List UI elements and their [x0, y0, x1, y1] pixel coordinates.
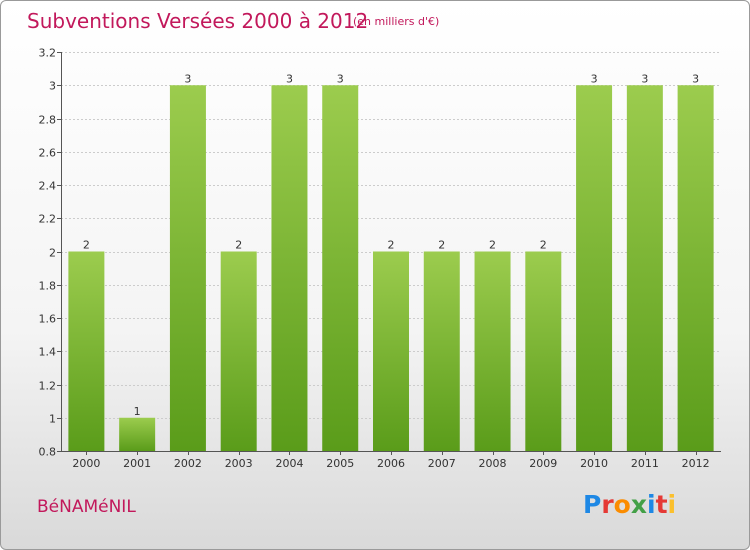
y-tick-label: 0.8 — [39, 446, 57, 459]
bar — [525, 251, 562, 451]
bar — [626, 85, 663, 451]
bar — [169, 85, 206, 451]
bar — [677, 85, 714, 451]
logo-letter: i — [647, 490, 656, 519]
x-tick-label: 2010 — [580, 457, 608, 470]
data-label: 2 — [235, 239, 242, 252]
bar — [119, 417, 156, 451]
bar — [68, 251, 105, 451]
bars — [68, 85, 714, 451]
data-label: 3 — [286, 72, 293, 85]
y-tick-label: 1 — [49, 413, 56, 426]
data-label: 3 — [184, 72, 191, 85]
y-tick-label: 1.2 — [39, 380, 57, 393]
y-tick-label: 2.8 — [39, 114, 57, 127]
axes — [57, 52, 721, 455]
x-tick-label: 2012 — [682, 457, 710, 470]
unit-note: (en milliers d'€) — [353, 15, 440, 28]
logo-letter: x — [630, 490, 647, 519]
data-label: 2 — [83, 239, 90, 252]
y-tick-label: 1.4 — [39, 346, 57, 359]
y-tick-label: 1.6 — [39, 313, 57, 326]
x-tick-label: 2003 — [225, 457, 253, 470]
x-tick-label: 2001 — [123, 457, 151, 470]
data-label: 3 — [591, 72, 598, 85]
y-tick-label: 3 — [49, 80, 56, 93]
x-tick-label: 2007 — [428, 457, 456, 470]
data-label: 3 — [641, 72, 648, 85]
bar — [322, 85, 359, 451]
x-tick-label: 2006 — [377, 457, 405, 470]
logo-letter: o — [613, 490, 631, 519]
data-label: 2 — [540, 239, 547, 252]
data-label: 2 — [489, 239, 496, 252]
y-tick-label: 1.8 — [39, 280, 57, 293]
x-tick-label: 2011 — [631, 457, 659, 470]
y-tick-label: 2.6 — [39, 147, 57, 160]
data-label: 2 — [438, 239, 445, 252]
proxiti-logo: Proxiti — [583, 490, 676, 519]
y-tick-label: 2.2 — [39, 213, 57, 226]
logo-letter: i — [667, 490, 677, 519]
y-tick-label: 3.2 — [39, 47, 57, 60]
logo-letter: P — [583, 490, 602, 519]
data-label: 2 — [388, 239, 395, 252]
bar — [576, 85, 613, 451]
bar — [423, 251, 460, 451]
x-tick-label: 2008 — [479, 457, 507, 470]
data-label: 1 — [134, 405, 141, 418]
x-tick-label: 2009 — [529, 457, 557, 470]
x-tick-label: 2005 — [326, 457, 354, 470]
y-tick-label: 2.4 — [39, 180, 57, 193]
bar — [271, 85, 308, 451]
logo-letter: r — [601, 490, 614, 519]
bar — [373, 251, 409, 451]
logo-letter: t — [655, 490, 668, 519]
bar — [474, 251, 511, 451]
bar — [220, 251, 257, 451]
chart-title: Subventions Versées 2000 à 2012 — [27, 9, 369, 33]
commune-name: BéNAMéNIL — [37, 497, 136, 517]
x-tick-label: 2002 — [174, 457, 202, 470]
x-tick-label: 2000 — [72, 457, 100, 470]
x-tick-label: 2004 — [275, 457, 303, 470]
y-tick-label: 2 — [49, 247, 56, 260]
data-label: 3 — [337, 72, 344, 85]
data-label: 3 — [692, 72, 699, 85]
labels: 0.8 1 1.2 1.4 1.6 1.8 2 2.2 2.4 2.6 2.8 3 3.2 2 2000 1 2… — [39, 47, 710, 471]
